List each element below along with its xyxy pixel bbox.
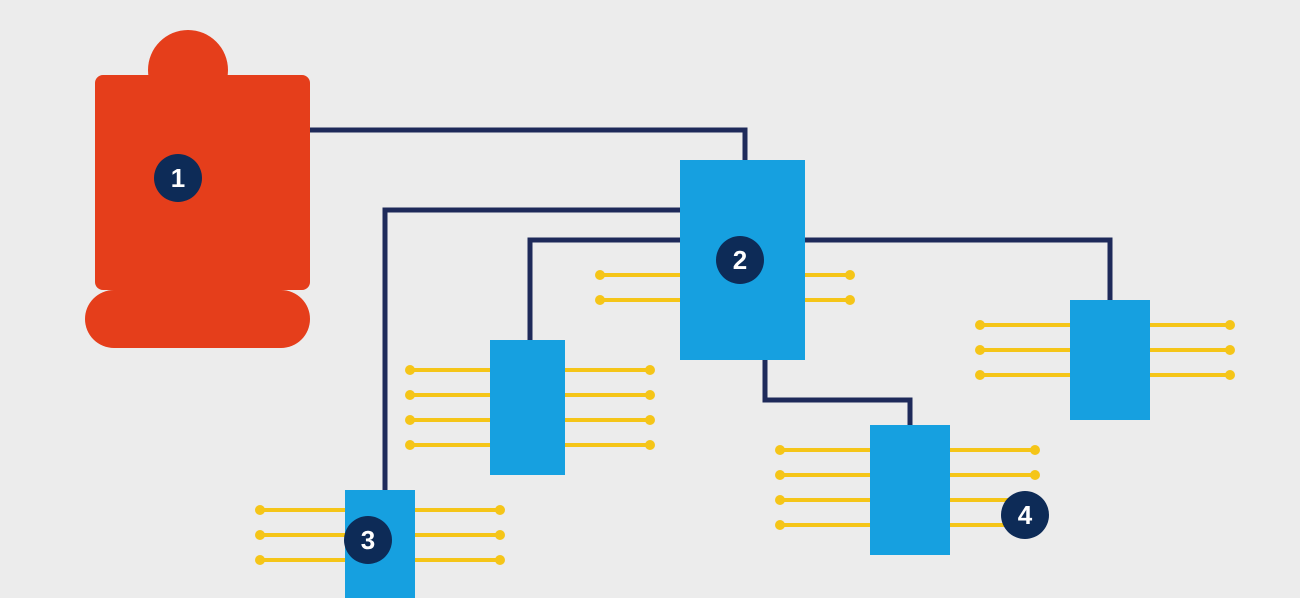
bus-endpoint-icon [595,295,605,305]
bus-endpoint-icon [595,270,605,280]
bus-endpoint-icon [645,365,655,375]
bus-endpoint-icon [975,370,985,380]
bus-endpoint-icon [495,555,505,565]
bus-endpoint-icon [845,270,855,280]
bus-endpoint-icon [405,415,415,425]
bus-endpoint-icon [775,470,785,480]
bus-endpoint-icon [405,440,415,450]
badge-3: 3 [344,516,392,564]
badge-1: 1 [154,154,202,202]
bus-endpoint-icon [775,445,785,455]
bus-endpoint-icon [1225,320,1235,330]
bus-endpoint-icon [255,530,265,540]
bus-endpoint-icon [405,365,415,375]
badge-label: 2 [733,245,747,275]
badge-label: 4 [1018,500,1033,530]
bus-endpoint-icon [645,440,655,450]
network-diagram: 1 2 3 4 [0,0,1300,598]
hub-node [1070,300,1150,420]
bus-endpoint-icon [645,415,655,425]
bus-endpoint-icon [1030,445,1040,455]
bus-endpoint-icon [975,345,985,355]
bus-endpoint-icon [495,530,505,540]
bus-endpoint-icon [255,505,265,515]
bus-endpoint-icon [405,390,415,400]
bus-endpoint-icon [645,390,655,400]
badge-2: 2 [716,236,764,284]
bus-endpoint-icon [775,495,785,505]
bus-endpoint-icon [1225,345,1235,355]
bus-endpoint-icon [255,555,265,565]
bus-endpoint-icon [495,505,505,515]
hub-node [870,425,950,555]
bus-endpoint-icon [775,520,785,530]
badge-label: 1 [171,163,185,193]
bus-endpoint-icon [1225,370,1235,380]
bus-endpoint-icon [975,320,985,330]
bus-endpoint-icon [1030,470,1040,480]
badge-4: 4 [1001,491,1049,539]
badge-label: 3 [361,525,375,555]
bus-endpoint-icon [845,295,855,305]
hub-node [490,340,565,475]
